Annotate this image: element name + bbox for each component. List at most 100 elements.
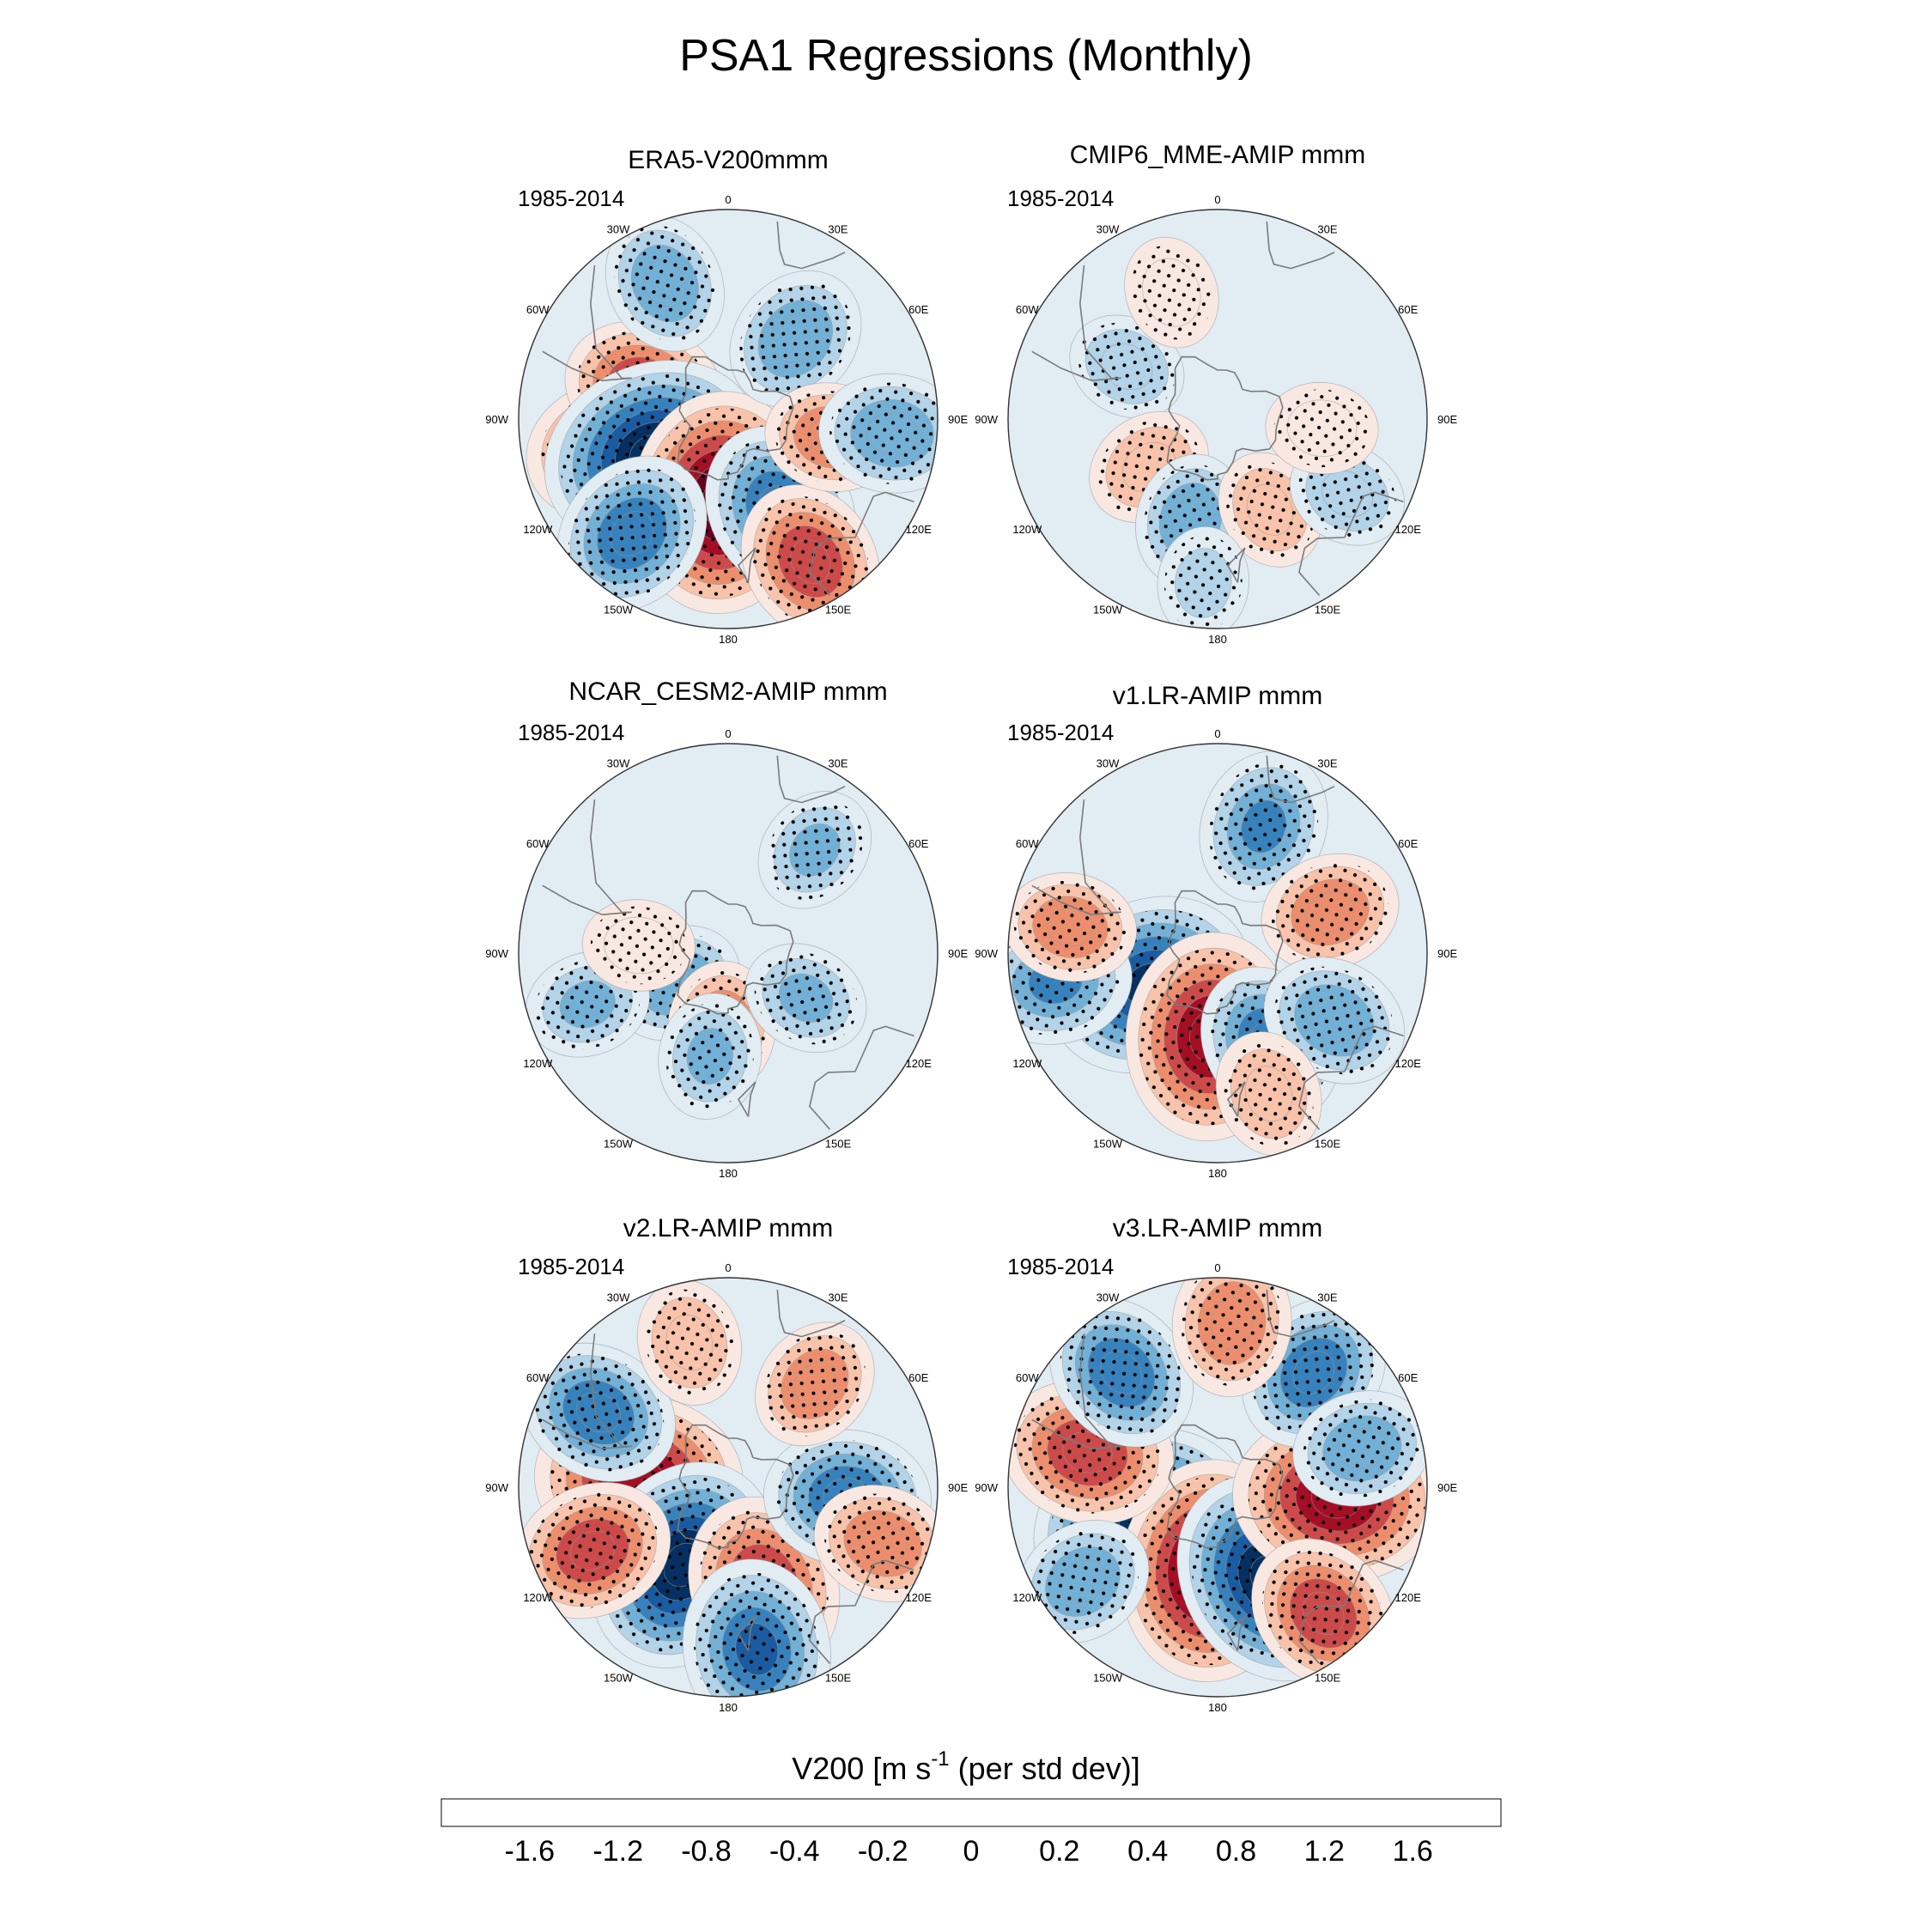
anomaly-center (818, 373, 938, 494)
longitude-label: 120W (523, 523, 553, 536)
longitude-label: 120E (906, 1591, 933, 1604)
significance-stipple (1060, 1309, 1183, 1437)
longitude-label: 30W (607, 1291, 630, 1303)
anomaly-field (519, 1279, 938, 1697)
antarctica-coastline (677, 1424, 794, 1549)
coastlines (1031, 221, 1404, 596)
longitude-label: 150E (825, 604, 852, 617)
australia-coastline (809, 1025, 914, 1130)
map-boundary (1007, 743, 1428, 1163)
south-america-coastline (542, 1334, 632, 1450)
significance-stipple (751, 495, 870, 628)
longitude-label: 30E (1317, 1291, 1337, 1303)
significance-stipple (1163, 535, 1242, 629)
new-zealand-coastline (737, 1081, 756, 1117)
new-zealand-coastline (1226, 1081, 1246, 1117)
south-america-coastline (1031, 265, 1121, 382)
longitude-label: 90W (975, 947, 998, 960)
antarctica-coastline (677, 890, 794, 1015)
longitude-label: 30W (1097, 222, 1120, 235)
longitude-label: 120W (1012, 523, 1042, 536)
longitude-label: 90W (975, 413, 998, 426)
antarctica-coastline (1166, 890, 1284, 1015)
africa-coastline (1266, 221, 1335, 270)
map-panel: v3.LR-AMIP mmm 1985-2014 0 30E 60E 90E 120E 150… (975, 1214, 1457, 1714)
panel-title: ERA5-V200mmm (628, 146, 828, 174)
longitude-label: 30W (1097, 1291, 1120, 1303)
anomaly-center (581, 899, 696, 992)
anomaly-center (636, 1279, 743, 1406)
longitude-label: 120E (906, 523, 933, 536)
anomaly-center (757, 791, 872, 909)
longitude-label: 150W (604, 1672, 634, 1685)
panel-period: 1985-2014 (518, 185, 624, 211)
significance-stipple (532, 1353, 665, 1472)
south-america-coastline (542, 265, 632, 382)
anomaly-field (526, 215, 938, 629)
anomaly-center (519, 1481, 671, 1619)
longitude-label: 30E (828, 1291, 848, 1303)
longitude-label: 30W (607, 222, 630, 235)
anomaly-center (1265, 381, 1379, 475)
coastlines (542, 1289, 914, 1664)
longitude-label: 150E (1315, 604, 1341, 617)
longitude-label: 0 (1214, 727, 1220, 740)
longitude-label: 150E (1315, 1138, 1341, 1151)
significance-stipple (754, 951, 858, 1045)
significance-stipple (763, 1331, 866, 1437)
longitude-label: 180 (1208, 1701, 1227, 1714)
antarctica-coastline (1166, 355, 1284, 481)
longitude-label: 90E (1437, 413, 1457, 426)
significance-stipple (1262, 1550, 1385, 1677)
longitude-label: 180 (719, 1701, 738, 1714)
anomaly-center (1261, 853, 1400, 971)
africa-coastline (776, 755, 846, 804)
anomaly-center (755, 1321, 875, 1447)
colorbar-tick-label: -1.2 (592, 1835, 643, 1868)
panel-title: v3.LR-AMIP mmm (1113, 1214, 1322, 1242)
colorbar-tick-label: 0.2 (1039, 1835, 1079, 1868)
south-america-coastline (542, 799, 632, 916)
longitude-label: 150W (604, 1138, 634, 1151)
anomaly-field (1069, 236, 1405, 629)
panel-title: v1.LR-AMIP mmm (1113, 682, 1322, 710)
anomaly-center (1008, 872, 1138, 982)
colorbar-title-exponent: -1 (931, 1747, 949, 1771)
longitude-label: 60E (908, 303, 928, 316)
longitude-label: 120E (1395, 1591, 1422, 1604)
longitude-label: 120E (906, 1057, 933, 1070)
anomaly-center (605, 215, 725, 352)
map-boundary (518, 743, 939, 1163)
significance-stipple (1303, 1399, 1421, 1498)
anomaly-field (1008, 1278, 1427, 1688)
south-america-coastline (1031, 799, 1121, 916)
colorbar-frame (440, 1798, 1502, 1827)
anomaly-center (556, 455, 708, 612)
anomaly-center (729, 270, 862, 408)
significance-stipple (829, 382, 938, 484)
south-america-coastline (1031, 1334, 1121, 1450)
longitude-label: 60W (526, 1371, 550, 1384)
significance-stipple (614, 225, 716, 342)
panel-title: NCAR_CESM2-AMIP mmm (568, 677, 887, 706)
longitude-label: 90E (1437, 1481, 1457, 1494)
australia-coastline (809, 1559, 914, 1664)
anomaly-center (1048, 1297, 1194, 1448)
colorbar-tick-label: -0.2 (858, 1835, 908, 1868)
significance-stipple (645, 1289, 734, 1396)
colorbar-tick-label: 1.6 (1393, 1835, 1433, 1868)
panel-period: 1985-2014 (1007, 1254, 1114, 1279)
new-zealand-coastline (1226, 547, 1246, 583)
figure-title: PSA1 Regressions (Monthly) (679, 31, 1253, 81)
colorbar: V200 [m s-1 (per std dev)] -1.6 -1.2 -0.8 -… (440, 1747, 1502, 1868)
africa-coastline (776, 221, 846, 270)
map-boundary (518, 1277, 939, 1698)
longitude-label: 60E (1398, 1371, 1418, 1384)
longitude-label: 60W (526, 837, 550, 850)
panel-title: CMIP6_MME-AMIP mmm (1070, 141, 1365, 169)
longitude-label: 0 (1214, 1261, 1220, 1274)
longitude-label: 90E (1437, 947, 1457, 960)
significance-stipple (1078, 322, 1176, 411)
longitude-label: 180 (719, 1167, 738, 1180)
australia-coastline (1298, 1025, 1404, 1130)
